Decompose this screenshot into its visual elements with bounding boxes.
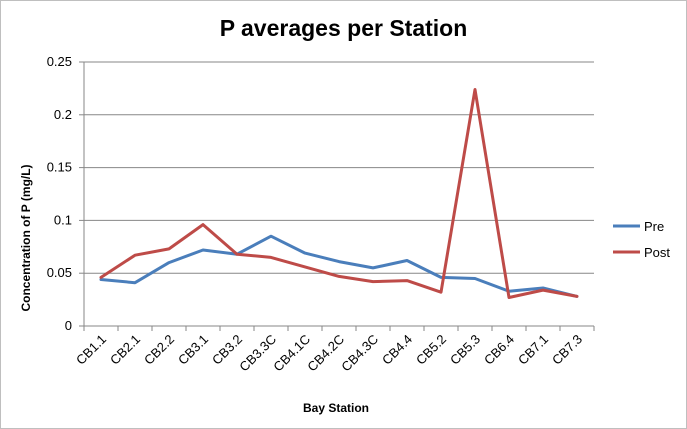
x-tick-label: CB3.1: [175, 332, 211, 368]
x-tick-label: CB4.2C: [304, 332, 347, 375]
y-tick-label: 0: [65, 318, 72, 333]
y-tick-label: 0.25: [47, 54, 72, 69]
y-tick-label: 0.15: [47, 160, 72, 175]
y-tick-label: 0.2: [54, 107, 72, 122]
x-axis-label: Bay Station: [303, 401, 369, 415]
y-tick-label: 0.1: [54, 212, 72, 227]
legend-label-pre: Pre: [644, 219, 664, 234]
x-tick-label: CB6.4: [481, 332, 517, 368]
x-tick-label: CB2.2: [141, 332, 177, 368]
gridlines: [84, 61, 594, 274]
x-tick-label: CB7.3: [549, 332, 585, 368]
y-tick-label: 0.05: [47, 265, 72, 280]
x-tick-label: CB7.1: [515, 332, 551, 368]
legend: Pre Post: [613, 219, 670, 260]
series-lines: [99, 88, 579, 299]
x-tick-labels: CB1.1CB2.1CB2.2CB3.1CB3.2CB3.3CCB4.1CCB4…: [73, 332, 585, 375]
series-line-pre: [99, 234, 579, 298]
x-tick-label: CB4.4: [379, 332, 415, 368]
x-tick-label: CB1.1: [73, 332, 109, 368]
y-tick-labels: 0 0.05 0.1 0.15 0.2 0.25: [47, 54, 72, 333]
x-tick-label: CB5.3: [447, 332, 483, 368]
x-tick-label: CB4.1C: [270, 332, 313, 375]
x-tick-label: CB2.1: [107, 332, 143, 368]
axes: [79, 61, 595, 331]
legend-label-post: Post: [644, 245, 670, 260]
x-tick-label: CB5.2: [413, 332, 449, 368]
y-axis-label: Concentration of P (mg/L): [19, 164, 33, 311]
chart-title: P averages per Station: [219, 15, 468, 41]
x-tick-label: CB3.3C: [236, 332, 279, 375]
series-line-post: [99, 88, 579, 299]
x-tick-label: CB4.3C: [338, 332, 381, 375]
